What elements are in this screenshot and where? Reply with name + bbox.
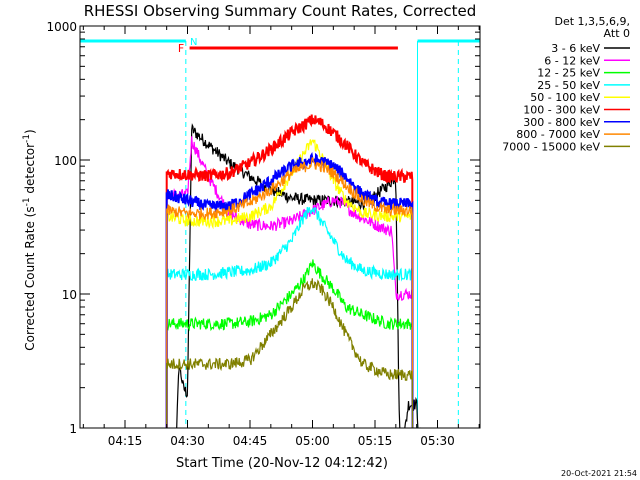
footer-date: 20-Oct-2021 21:54 — [561, 469, 637, 478]
y-axis-label: Corrected Count Rate (s-1 detector-1) — [22, 129, 37, 350]
x-tick-label-1: 04:30 — [170, 434, 205, 448]
legend-label-1: 6 - 12 keV — [544, 54, 600, 67]
series-5 — [165, 114, 414, 428]
y-axis-label-mid: detector — [23, 143, 37, 198]
x-tick-label-0: 04:15 — [108, 434, 143, 448]
series-3 — [166, 207, 414, 428]
plot-area — [80, 39, 480, 428]
legend-label-6: 300 - 800 keV — [523, 116, 600, 129]
x-axis-label: Start Time (20-Nov-12 04:12:42) — [176, 456, 388, 471]
series-6 — [165, 152, 414, 428]
legend-label-7: 800 - 7000 keV — [516, 128, 600, 141]
chart-title: RHESSI Observing Summary Count Rates, Co… — [84, 2, 477, 20]
x-tick-label-5: 05:30 — [420, 434, 455, 448]
series-line-0 — [166, 123, 421, 428]
legend-label-2: 12 - 25 keV — [537, 67, 600, 80]
series-8 — [166, 278, 414, 428]
series-line-7 — [166, 157, 414, 428]
y-axis-label-end: ) — [23, 129, 37, 134]
series-7 — [166, 157, 414, 428]
x-tick-label-4: 05:15 — [358, 434, 393, 448]
x-tick-label-3: 05:00 — [295, 434, 330, 448]
y-tick-label-2: 100 — [54, 154, 77, 168]
series-line-8 — [166, 278, 414, 428]
series-line-2 — [166, 259, 414, 428]
legend-label-3: 25 - 50 keV — [537, 79, 600, 92]
y-axis-label-sup1: -1 — [22, 197, 32, 206]
legend-label-8: 7000 - 15000 keV — [502, 140, 600, 153]
series-line-3 — [166, 207, 414, 428]
series-line-5 — [165, 114, 414, 428]
legend-label-4: 50 - 100 keV — [530, 91, 600, 104]
y-tick-label-3: 1000 — [46, 20, 77, 34]
night-marker-label: N — [190, 37, 197, 48]
x-tick-label-2: 04:45 — [233, 434, 268, 448]
series-0 — [166, 123, 421, 428]
axes-frame — [79, 25, 481, 429]
y-axis-label-sup2: -1 — [22, 134, 32, 143]
series-line-6 — [165, 152, 414, 428]
legend-title-1: Det 1,3,5,6,9, — [554, 15, 630, 28]
y-tick-label-1: 10 — [62, 288, 77, 302]
series-2 — [166, 259, 414, 428]
y-axis-label-main: Corrected Count Rate (s — [23, 206, 37, 350]
legend-label-5: 100 - 300 keV — [523, 104, 600, 117]
legend-label-0: 3 - 6 keV — [551, 42, 600, 55]
y-tick-label-0: 1 — [69, 422, 77, 436]
legend-title-2: Att 0 — [604, 27, 630, 40]
flare-marker-label: F — [178, 42, 184, 55]
axes: F N 04:15 04:30 04:45 05:00 05:15 05:30 1 10 100 10… — [46, 20, 481, 448]
